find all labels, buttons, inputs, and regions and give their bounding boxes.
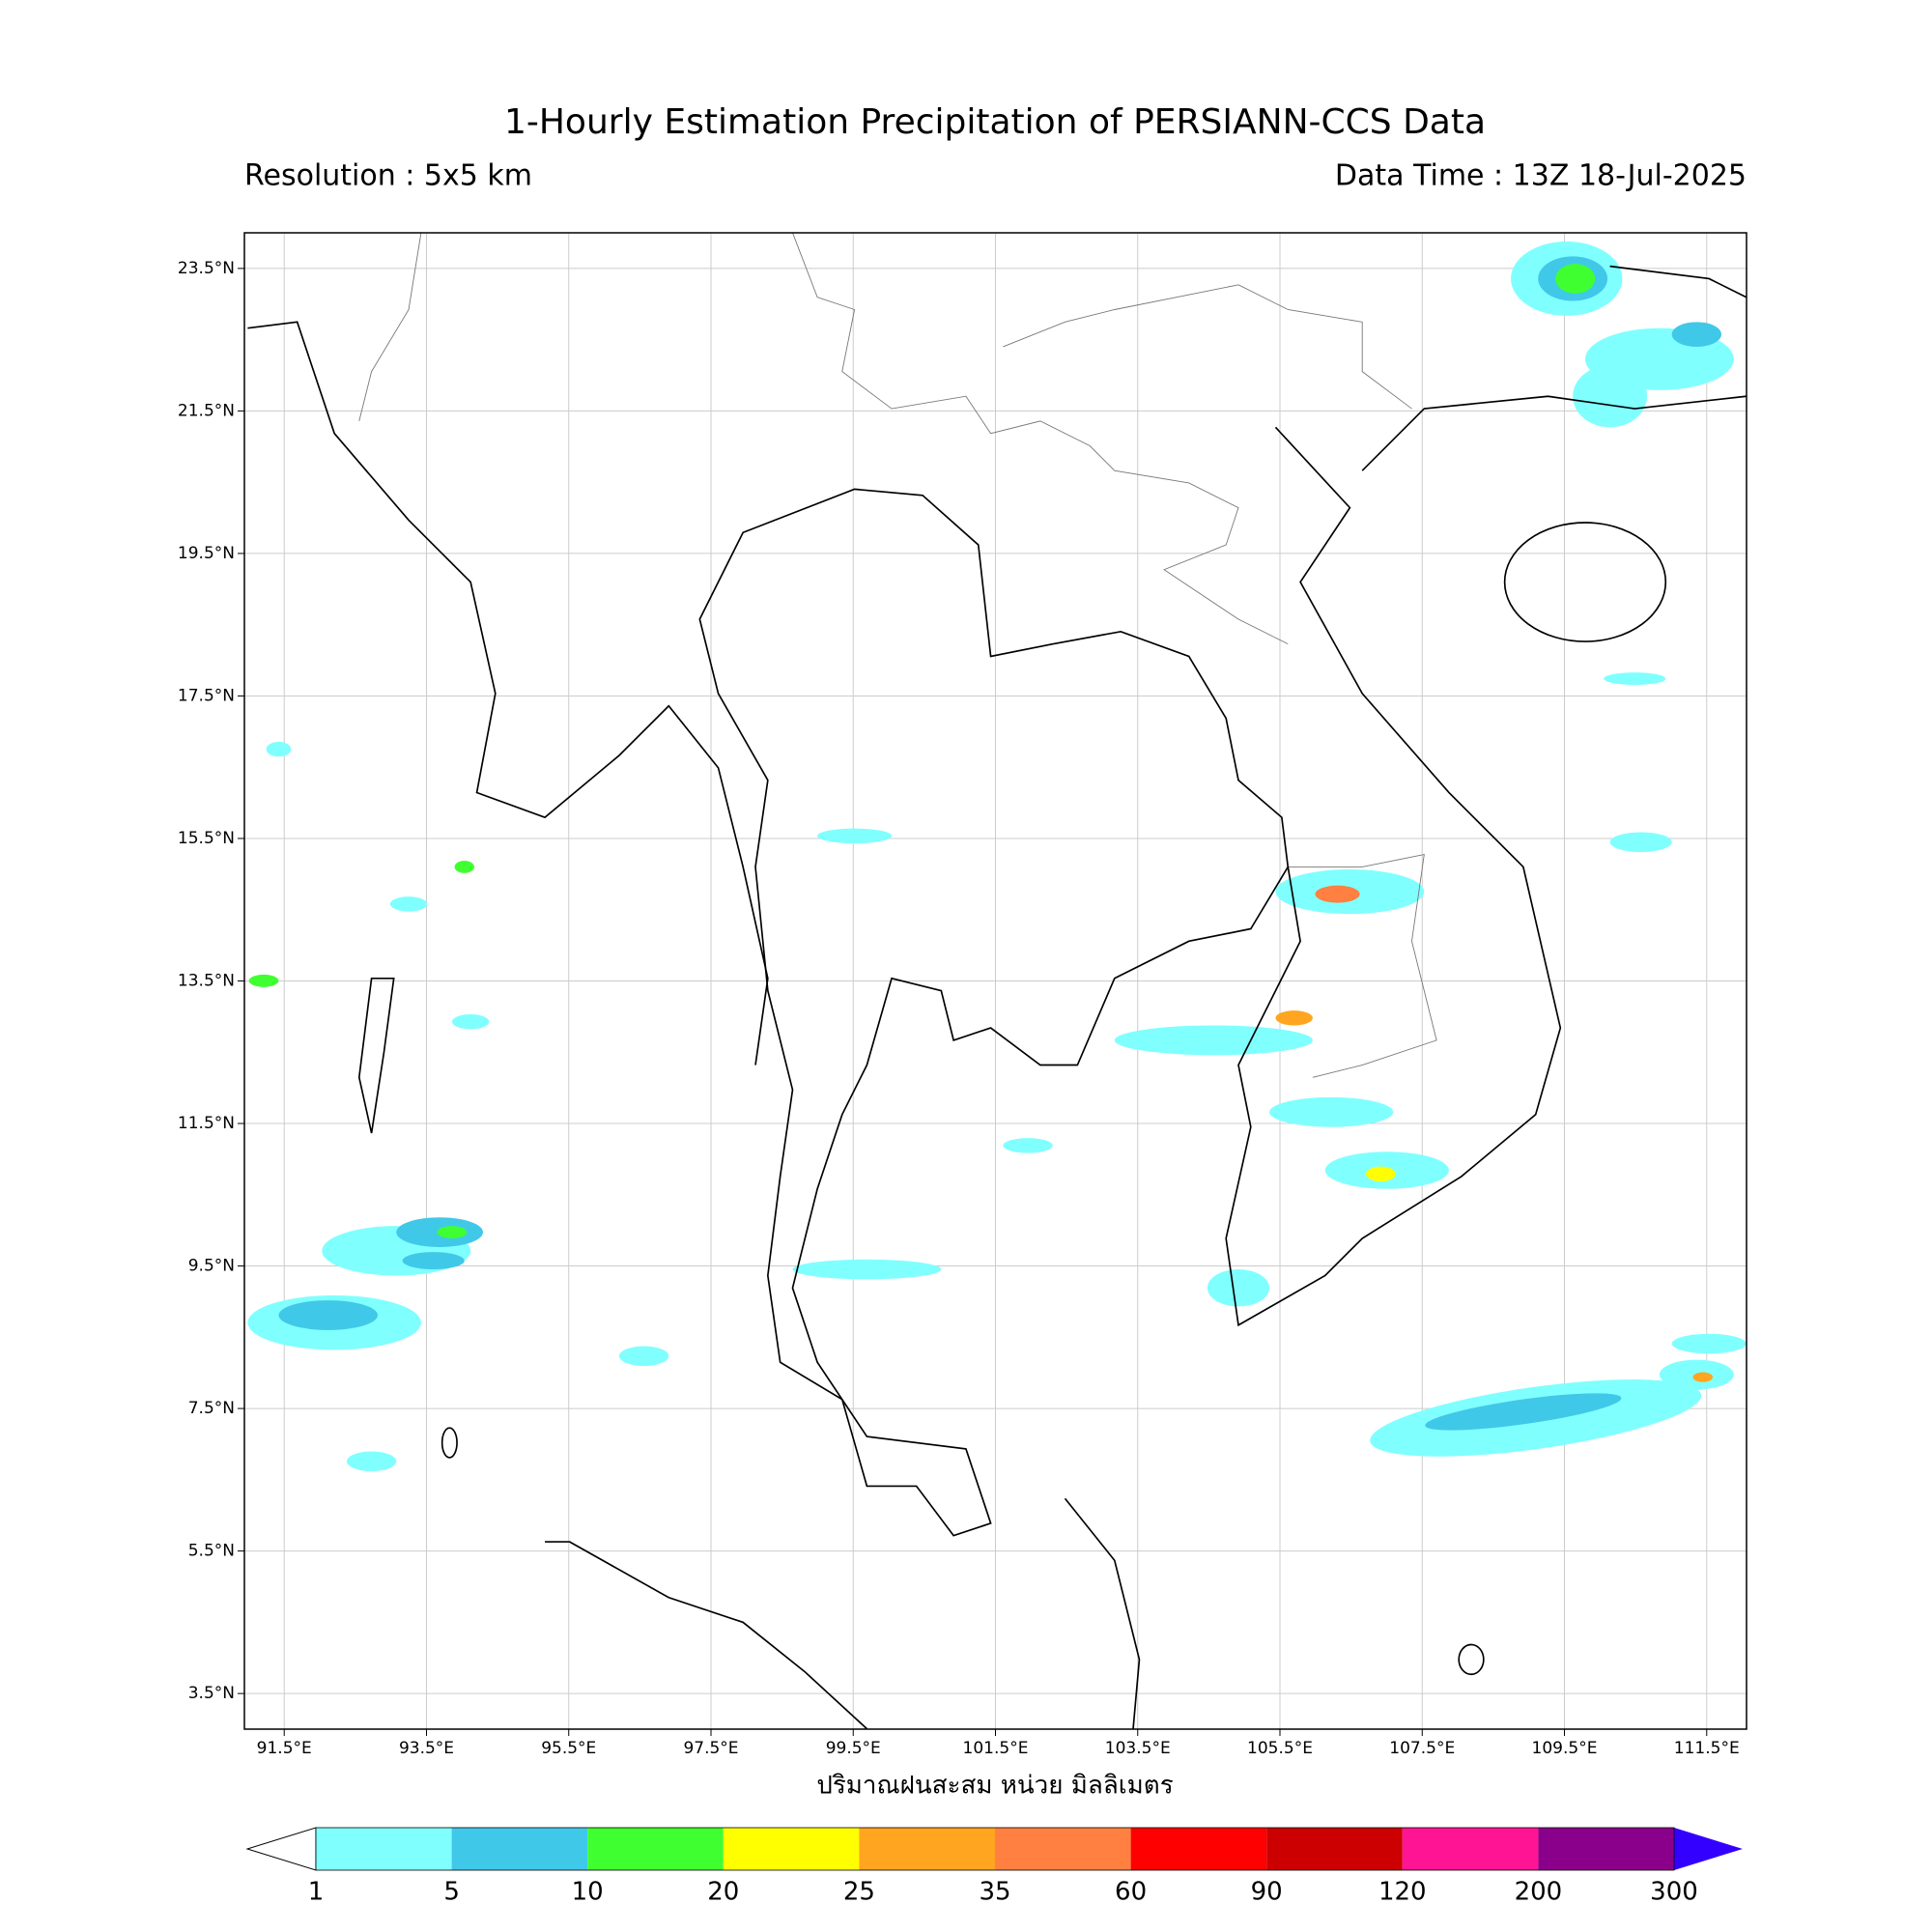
colorbar-segment: [1266, 1828, 1403, 1870]
coastline: [1361, 395, 1747, 471]
rain-area: [1671, 322, 1721, 347]
colorbar-segment: [859, 1828, 995, 1870]
island: [357, 977, 395, 1134]
x-tick-label: 95.5°E: [541, 1739, 596, 1758]
colorbar-segment: [1538, 1828, 1674, 1870]
y-tick-label: 7.5°N: [188, 1399, 235, 1418]
colorbar-segment: [451, 1828, 588, 1870]
geography: [247, 233, 1747, 1729]
x-tick-label: 91.5°E: [257, 1739, 312, 1758]
colorbar-segment: [316, 1828, 452, 1870]
x-tick-label: 105.5°E: [1247, 1739, 1313, 1758]
x-tick-label: 111.5°E: [1674, 1739, 1740, 1758]
rain-area: [817, 828, 893, 844]
rain-area: [792, 1259, 942, 1280]
y-tick-label: 9.5°N: [188, 1257, 235, 1276]
x-tick-label: 99.5°E: [826, 1739, 881, 1758]
rain-area: [1671, 1333, 1747, 1354]
x-label: ปริมาณฝนสะสม หน่วย มิลลิเมตร: [816, 1772, 1173, 1801]
rain-area: [1275, 1010, 1313, 1026]
colorbar-label: 60: [1115, 1878, 1147, 1907]
rain-area: [1425, 1393, 1622, 1431]
colorbar-label: 90: [1251, 1878, 1283, 1907]
rain-area: [1609, 832, 1672, 853]
rain-area: [437, 1226, 468, 1239]
island: [1503, 522, 1667, 642]
rain-area: [248, 974, 279, 987]
x-tick-label: 101.5°E: [963, 1739, 1029, 1758]
colorbar-segment: [1402, 1828, 1539, 1870]
rain-area: [454, 860, 475, 873]
rain-area: [1555, 264, 1596, 294]
colorbar-label: 10: [572, 1878, 604, 1907]
y-tick-label: 15.5°N: [178, 829, 235, 848]
rain-areas: [247, 241, 1747, 1472]
colorbar-segment: [723, 1828, 860, 1870]
island: [1458, 1643, 1485, 1676]
rain-area: [1315, 885, 1360, 903]
colorbar-label: 200: [1515, 1878, 1563, 1907]
y-tick-label: 13.5°N: [178, 972, 235, 991]
x-tick-label: 97.5°E: [683, 1739, 738, 1758]
colorbar-label: 300: [1650, 1878, 1698, 1907]
rain-area: [389, 896, 428, 912]
grid: [244, 233, 1747, 1729]
rain-area: [278, 1300, 379, 1330]
y-tick-label: 21.5°N: [178, 401, 235, 420]
rain-area: [266, 741, 292, 757]
island: [440, 1427, 458, 1459]
map-layer: [247, 233, 1747, 1729]
colorbar-label: 1: [308, 1878, 325, 1907]
colorbar-label: 5: [443, 1878, 460, 1907]
data-time: Data Time : 13Z 18-Jul-2025: [1335, 159, 1747, 193]
colorbar-label: 25: [843, 1878, 875, 1907]
colorbar-label: 120: [1378, 1878, 1427, 1907]
colorbar-frame: [315, 1827, 1675, 1871]
rain-area: [1003, 1138, 1053, 1153]
rain-area: [1207, 1269, 1270, 1307]
y-tick-label: 5.5°N: [188, 1542, 235, 1561]
colorbar-segment: [587, 1828, 724, 1870]
rain-area: [1573, 365, 1648, 428]
rain-area: [619, 1346, 669, 1367]
coastline: [1609, 265, 1747, 298]
title: 1-Hourly Estimation Precipitation of PER…: [504, 102, 1486, 142]
coastline: [247, 321, 769, 1065]
rain-area: [1114, 1025, 1313, 1056]
y-tick-label: 17.5°N: [178, 686, 235, 705]
coastline: [1225, 426, 1562, 1327]
border: [1003, 284, 1412, 410]
rain-area: [1269, 1096, 1394, 1127]
rain-area: [346, 1451, 397, 1472]
colorbar-label: 20: [707, 1878, 739, 1907]
border: [1288, 854, 1437, 1078]
coastline: [545, 1541, 867, 1729]
y-tick-label: 3.5°N: [188, 1684, 235, 1703]
y-tick-label: 23.5°N: [178, 259, 235, 278]
x-tick-label: 109.5°E: [1532, 1739, 1598, 1758]
x-tick-label: 107.5°E: [1389, 1739, 1455, 1758]
border: [358, 233, 422, 421]
rain-area: [1692, 1372, 1714, 1382]
colorbar-segment: [995, 1828, 1131, 1870]
rain-area: [402, 1252, 465, 1270]
colorbar: 1 5 10 20 25 35 60 90 120 200 300: [245, 1827, 1743, 1907]
x-tick-label: 103.5°E: [1105, 1739, 1171, 1758]
rain-area: [1366, 1166, 1396, 1182]
colorbar-over: [1674, 1828, 1743, 1870]
x-tick-label: 93.5°E: [399, 1739, 454, 1758]
colorbar-segment: [1130, 1828, 1267, 1870]
border: [792, 233, 1289, 645]
coastline: [1064, 1497, 1141, 1729]
thailand-outline: [698, 488, 1290, 1537]
colorbar-label: 35: [979, 1878, 1010, 1907]
y-tick-label: 19.5°N: [178, 544, 235, 563]
rain-area: [1604, 672, 1666, 685]
rain-area: [451, 1013, 490, 1030]
y-tick-label: 11.5°N: [178, 1114, 235, 1133]
resolution: Resolution : 5x5 km: [244, 159, 532, 193]
